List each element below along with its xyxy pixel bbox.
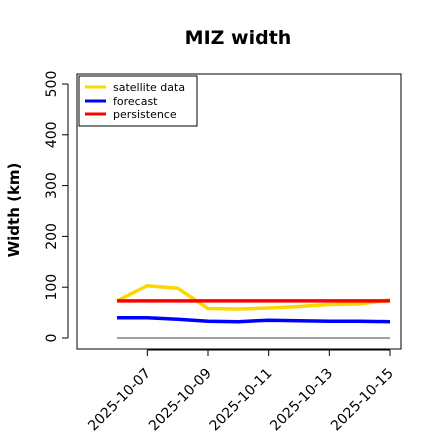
x-tick-label: 2025-10-11: [207, 366, 276, 435]
legend-label-forecast: forecast: [113, 95, 158, 108]
satellite-data-line: [116, 283, 391, 311]
chart-title: MIZ width: [185, 27, 292, 49]
series-layer: [116, 283, 391, 324]
y-tick-label: 100: [44, 274, 60, 301]
y-tick-label: 400: [44, 121, 60, 148]
y-tick-label: 0: [44, 334, 60, 343]
forecast-line: [117, 315, 391, 324]
x-tick-label: 2025-10-13: [267, 366, 336, 435]
legend-label-satellite: satellite data: [113, 81, 185, 94]
y-tick-label: 300: [44, 172, 60, 199]
y-axis: 0 100 200 300 400 500: [44, 71, 69, 343]
legend-label-persistence: persistence: [113, 108, 177, 121]
y-axis-label: Width (km): [5, 163, 23, 258]
x-axis: 2025-10-072025-10-092025-10-112025-10-13…: [85, 349, 397, 435]
y-tick-label: 500: [44, 71, 60, 98]
x-tick-label: 2025-10-07: [85, 366, 154, 435]
plot-frame: [76, 73, 402, 350]
y-tick-label: 200: [44, 223, 60, 250]
x-tick-label: 2025-10-15: [328, 366, 397, 435]
x-tick-label: 2025-10-09: [146, 366, 215, 435]
legend: satellite data forecast persistence: [78, 75, 198, 127]
